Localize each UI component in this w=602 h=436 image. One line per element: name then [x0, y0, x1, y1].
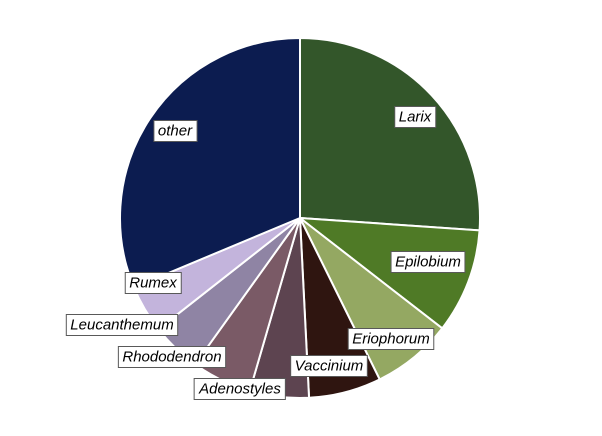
pie-label-vaccinium: Vaccinium: [290, 355, 368, 377]
pie-label-box-rumex: [124, 272, 182, 294]
pie-label-text-epilobium: Epilobium: [395, 254, 461, 271]
pie-label-epilobium: Epilobium: [390, 251, 466, 273]
pie-label-box-leucanthemum: [65, 314, 179, 336]
pie-label-adenostyles: Adenostyles: [193, 378, 286, 400]
pie-slice-epilobium: [296, 216, 481, 330]
pie-label-text-vaccinium: Vaccinium: [295, 358, 364, 375]
pie-label-box-eriophorum: [347, 328, 435, 350]
pie-label-text-larix: Larix: [399, 109, 432, 126]
pie-labels: Larix Epilobium Eriophorum Vaccinium Adenost…: [65, 106, 466, 400]
pie-label-rhododendron: Rhododendron: [117, 346, 227, 368]
pie-label-box-vaccinium: [290, 355, 368, 377]
pie-label-larix: Larix: [394, 106, 437, 128]
pie-label-text-rhododendron: Rhododendron: [122, 349, 221, 366]
pie-label-eriophorum: Eriophorum: [347, 328, 435, 350]
pie-slice-other: [119, 36, 301, 289]
pie-label-other: other: [153, 120, 198, 142]
pie-label-text-rumex: Rumex: [129, 275, 177, 292]
pie-label-box-larix: [394, 106, 437, 128]
pie-label-text-eriophorum: Eriophorum: [352, 331, 430, 348]
pie-slice-larix: [299, 36, 481, 232]
pie-label-rumex: Rumex: [124, 272, 182, 294]
pie-label-box-other: [153, 120, 198, 142]
pie-label-box-rhododendron: [117, 346, 227, 368]
pie-label-leucanthemum: Leucanthemum: [65, 314, 179, 336]
pie-label-text-other: other: [158, 123, 193, 140]
pie-label-box-adenostyles: [193, 378, 286, 400]
pie-label-box-epilobium: [390, 251, 466, 273]
pie-label-text-adenostyles: Adenostyles: [198, 381, 281, 398]
pie-label-text-leucanthemum: Leucanthemum: [70, 317, 173, 334]
